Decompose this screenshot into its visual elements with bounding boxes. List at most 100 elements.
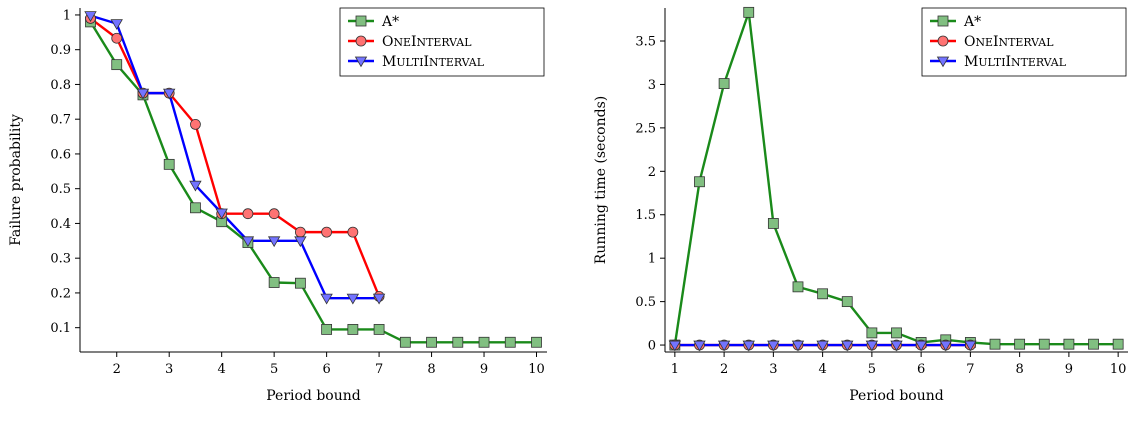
x-tick-label: 2 — [113, 362, 121, 377]
data-point — [1112, 338, 1124, 350]
x-axis-label: Period bound — [266, 388, 361, 404]
data-point — [163, 158, 175, 170]
x-tick-label: 8 — [1015, 362, 1023, 377]
data-point — [111, 59, 123, 71]
data-point — [743, 6, 755, 18]
data-point — [426, 336, 437, 348]
data-point — [668, 340, 682, 352]
legend-marker — [937, 35, 949, 47]
x-tick-label: 7 — [966, 362, 974, 377]
x-tick-label: 2 — [720, 362, 728, 377]
data-point — [241, 236, 255, 248]
data-point — [321, 226, 333, 238]
series-line-oneinterval — [89, 17, 381, 297]
y-tick-label: 0.3 — [50, 252, 71, 267]
y-tick-label: 0.1 — [50, 321, 71, 336]
x-tick-label: 7 — [375, 362, 383, 377]
data-point — [372, 293, 386, 305]
data-point — [399, 336, 411, 348]
y-tick-label: 2 — [648, 165, 656, 180]
x-tick-label: 8 — [427, 362, 435, 377]
data-point — [267, 236, 281, 248]
data-point — [110, 19, 123, 30]
data-point — [717, 340, 731, 352]
legend-entry: MULTIINTERVAL — [382, 54, 484, 70]
legend-marker — [937, 15, 949, 27]
data-point — [321, 324, 333, 335]
series-markers-multiinterval — [84, 11, 386, 305]
data-point — [268, 208, 280, 220]
data-point — [767, 218, 779, 229]
data-point — [841, 340, 854, 352]
legend-entry: MULTIINTERVAL — [964, 54, 1066, 70]
running-time-chart: 1 2 3 4 5 6 7 8 9 10 0 0.5 1 1.5 2 2.5 3 3.5 Period bound R… — [593, 6, 1128, 404]
data-point — [718, 78, 730, 89]
data-point — [1063, 338, 1075, 350]
x-axis-label: Period bound — [849, 388, 944, 404]
data-point — [190, 202, 201, 214]
y-tick-label: 0.8 — [50, 78, 71, 93]
x-tick-label: 3 — [165, 362, 173, 377]
legend: A* ONEINTERVAL MULTIINTERVAL — [339, 7, 545, 77]
legend-entry: A* — [381, 14, 399, 30]
x-tick-label: 5 — [270, 362, 278, 377]
data-point — [189, 180, 202, 192]
data-point — [1038, 338, 1050, 350]
data-point — [816, 340, 829, 352]
y-tick-label: 0.6 — [50, 147, 71, 162]
legend-marker — [355, 35, 367, 47]
data-point — [215, 208, 228, 220]
data-point — [890, 340, 903, 352]
x-tick-label: 10 — [528, 362, 545, 377]
series-line-multiinterval — [90, 14, 380, 300]
data-point — [891, 327, 902, 339]
y-tick-label: 0.4 — [50, 217, 71, 232]
legend-marker — [936, 56, 950, 68]
series-markers-multiinterval — [668, 340, 977, 352]
legend-marker — [355, 15, 367, 27]
data-point — [347, 226, 359, 238]
data-point — [841, 296, 853, 308]
data-point — [452, 336, 464, 348]
legend-marker — [354, 56, 368, 68]
data-point — [914, 340, 928, 352]
y-tick-label: 1 — [63, 8, 71, 23]
y-tick-label: 0.2 — [50, 286, 71, 301]
legend-entry: ONEINTERVAL — [382, 34, 471, 50]
y-tick-label: 1.5 — [635, 208, 656, 223]
failure-probability-chart: 2 3 4 5 6 7 8 9 10 0.1 0.2 0.3 0.4 0.5 0.6 0.7 0.8 0.9 1 Pe… — [8, 7, 547, 404]
x-tick-label: 4 — [818, 362, 826, 377]
x-tick-label: 5 — [868, 362, 876, 377]
data-point — [504, 336, 516, 348]
y-axis-label: Running time (seconds) — [593, 96, 609, 264]
legend-entry: ONEINTERVAL — [964, 34, 1053, 50]
y-tick-label: 0.7 — [50, 113, 71, 128]
legend: A* ONEINTERVAL MULTIINTERVAL — [921, 7, 1127, 77]
x-tick-label: 3 — [769, 362, 777, 377]
data-point — [989, 338, 1001, 350]
data-point — [478, 336, 490, 348]
data-point — [964, 340, 977, 352]
data-point — [767, 340, 780, 352]
data-point — [865, 340, 879, 352]
data-point — [939, 340, 952, 352]
y-tick-label: 0.5 — [635, 295, 656, 310]
data-point — [163, 88, 176, 100]
data-point — [242, 208, 254, 220]
data-point — [1014, 338, 1026, 350]
y-tick-label: 0 — [648, 339, 656, 354]
y-tick-label: 1 — [648, 252, 656, 267]
data-point — [817, 288, 829, 300]
data-point — [190, 119, 201, 130]
data-point — [111, 32, 123, 44]
data-point — [792, 281, 804, 293]
x-tick-label: 10 — [1110, 362, 1127, 377]
x-tick-label: 6 — [322, 362, 330, 377]
data-point — [742, 340, 755, 352]
data-point — [866, 327, 878, 339]
y-tick-label: 0.5 — [50, 182, 71, 197]
data-point — [694, 176, 705, 188]
data-point — [268, 277, 280, 288]
x-tick-label: 1 — [671, 362, 679, 377]
